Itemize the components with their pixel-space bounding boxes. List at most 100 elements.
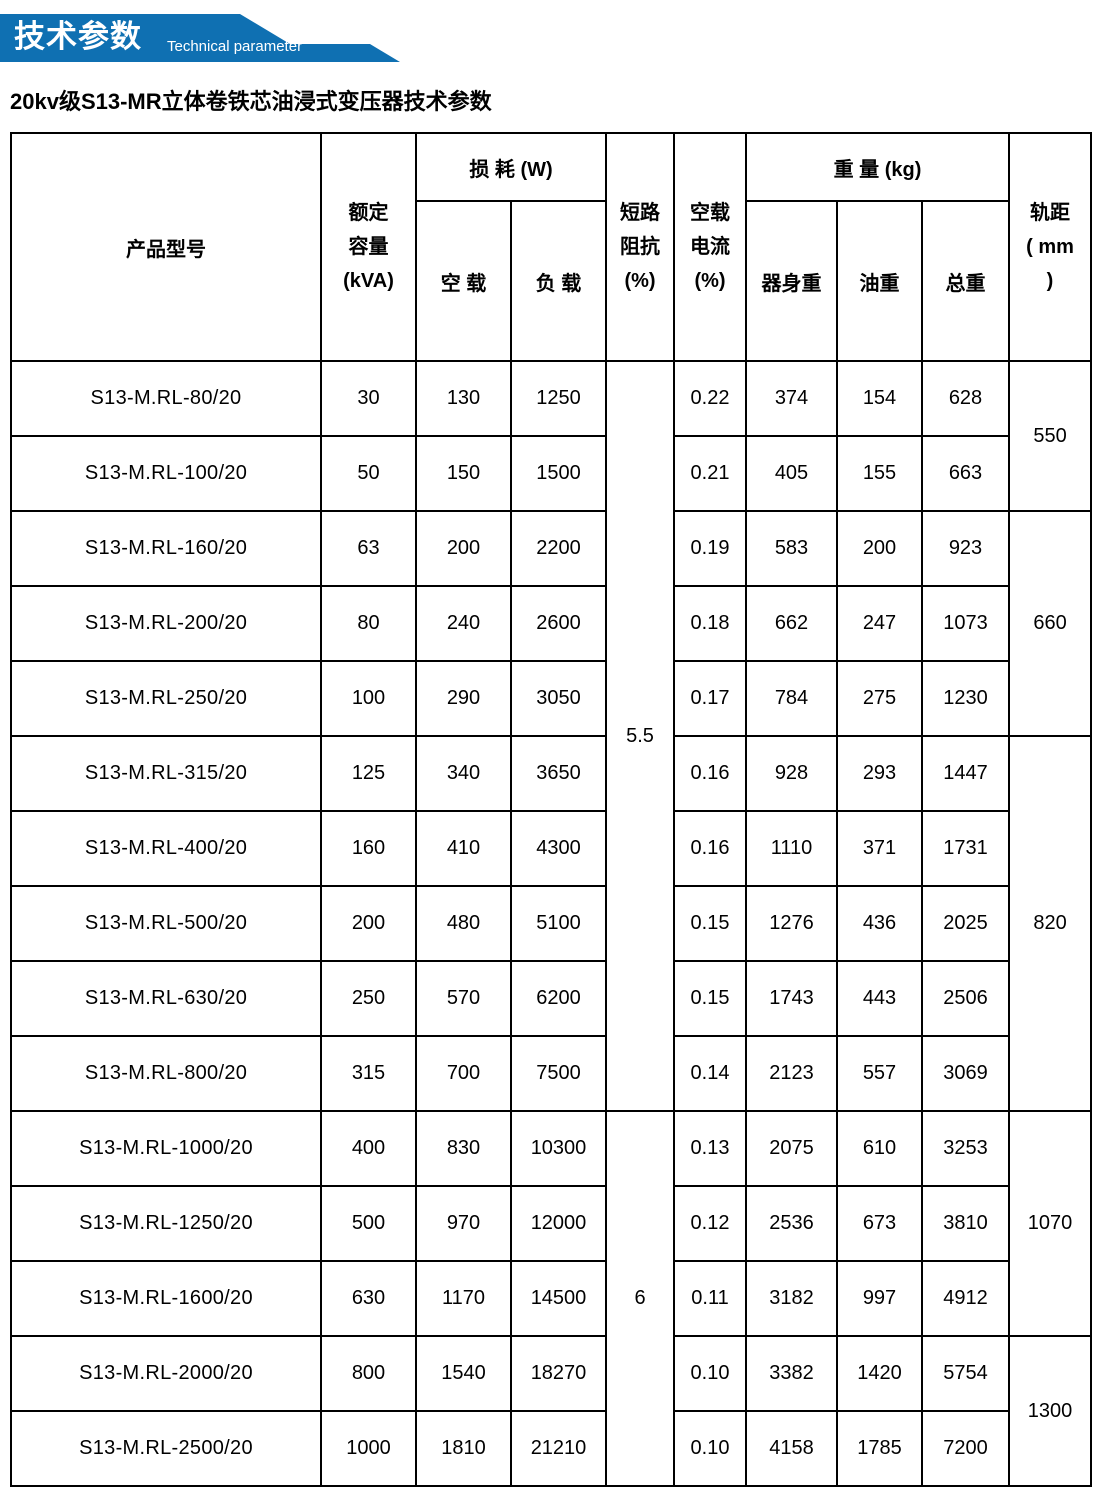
header-product-model: 产品型号 [10,132,322,362]
cell-weight-oil: 997 [836,1260,923,1337]
cell-weight-total: 3253 [920,1110,1011,1187]
header-no-load-current-line3: (%) [694,270,726,292]
table-row: S13-M.RL-1600/20 630 1170 14500 0.11 3182 997 4… [10,1260,1091,1337]
cell-weight-total: 628 [920,360,1011,437]
cell-rated-capacity: 400 [320,1110,417,1187]
cell-impedance-group: 5.5 [605,360,675,1112]
cell-rated-capacity: 50 [320,435,417,512]
table-header: 产品型号 额定 容量 (kVA) 损 耗 (W) 短路 阻抗 (%) [10,132,1093,362]
header-row-1: 产品型号 额定 容量 (kVA) 损 耗 (W) 短路 阻抗 (%) [10,132,1093,362]
cell-product-model: S13-M.RL-1250/20 [10,1185,322,1262]
cell-weight-oil: 155 [836,435,923,512]
cell-no-load-current: 0.19 [673,510,747,587]
cell-gauge-group: 660 [1008,510,1093,737]
table-row: S13-M.RL-2000/20 800 1540 18270 0.10 3382 1420… [10,1335,1093,1487]
table-row: S13-M.RL-400/20 160 410 4300 0.16 1110 371 1731 [10,810,1091,887]
cell-gauge-group: 820 [1008,735,1093,1112]
header-impedance-line1: 短路 [620,202,660,224]
cell-product-model: S13-M.RL-100/20 [10,435,322,512]
cell-product-model: S13-M.RL-630/20 [10,960,322,1037]
cell-weight-oil: 371 [836,810,923,887]
cell-weight-oil: 200 [836,510,923,587]
cell-loss-load: 7500 [510,1035,607,1112]
header-rated-capacity-line1: 额定 [348,202,389,224]
header-loss-no-load: 空 载 [415,200,512,362]
cell-weight-body: 583 [745,510,838,587]
cell-no-load-current: 0.17 [673,660,747,737]
cell-product-model: S13-M.RL-315/20 [10,735,322,812]
cell-weight-body: 3182 [745,1260,838,1337]
cell-weight-total: 4912 [920,1260,1011,1337]
cell-rated-capacity: 63 [320,510,417,587]
cell-weight-total: 663 [920,435,1011,512]
cell-weight-body: 928 [745,735,838,812]
cell-product-model: S13-M.RL-1600/20 [10,1260,322,1337]
cell-loss-load: 3650 [510,735,607,812]
cell-loss-load: 6200 [510,960,607,1037]
cell-weight-oil: 436 [836,885,923,962]
cell-gauge-group: 1300 [1008,1335,1093,1487]
cell-loss-load: 3050 [510,660,607,737]
cell-weight-oil: 610 [836,1110,923,1187]
header-no-load-current-line1: 空载 [690,202,730,224]
cell-weight-oil: 247 [836,585,923,662]
cell-loss-load: 2200 [510,510,607,587]
cell-product-model: S13-M.RL-2500/20 [10,1410,322,1487]
cell-rated-capacity: 125 [320,735,417,812]
cell-no-load-current: 0.13 [673,1110,747,1187]
cell-impedance-group: 6 [605,1110,675,1487]
cell-no-load-current: 0.10 [673,1410,747,1487]
spec-table-container: 产品型号 额定 容量 (kVA) 损 耗 (W) 短路 阻抗 (%) [10,132,1093,1487]
cell-no-load-current: 0.11 [673,1260,747,1337]
cell-weight-oil: 1785 [836,1410,923,1487]
cell-weight-body: 2075 [745,1110,838,1187]
page-title: 20kv级S13-MR立体卷铁芯油浸式变压器技术参数 [10,89,492,114]
cell-loss-no-load: 570 [415,960,512,1037]
cell-loss-load: 21210 [510,1410,607,1487]
cell-loss-no-load: 240 [415,585,512,662]
cell-no-load-current: 0.16 [673,810,747,887]
cell-no-load-current: 0.15 [673,885,747,962]
header-no-load-current-line2: 电流 [690,236,730,258]
cell-weight-body: 374 [745,360,838,437]
cell-weight-total: 1731 [920,810,1011,887]
cell-product-model: S13-M.RL-800/20 [10,1035,322,1112]
header-gauge: 轨距 ( mm ) [1008,132,1093,362]
cell-rated-capacity: 100 [320,660,417,737]
cell-rated-capacity: 800 [320,1335,417,1412]
cell-loss-no-load: 290 [415,660,512,737]
cell-weight-body: 662 [745,585,838,662]
banner-title-en: Technical parameter [167,38,303,55]
cell-weight-body: 784 [745,660,838,737]
cell-loss-load: 1500 [510,435,607,512]
header-row-2: 空 载 负 载 器身重 油重 总重 [11,200,1091,362]
table-row: S13-M.RL-630/20 250 570 6200 0.15 1743 443 2506 [10,960,1091,1037]
cell-product-model: S13-M.RL-400/20 [10,810,322,887]
header-loss-load: 负 载 [510,200,607,362]
cell-weight-oil: 293 [836,735,923,812]
cell-loss-load: 18270 [510,1335,607,1412]
table-row: S13-M.RL-200/20 80 240 2600 0.18 662 247 1073 [10,585,1091,662]
header-rated-capacity-line2: 容量 [348,236,389,258]
cell-weight-total: 2506 [920,960,1011,1037]
cell-rated-capacity: 160 [320,810,417,887]
transformer-spec-table: 产品型号 额定 容量 (kVA) 损 耗 (W) 短路 阻抗 (%) [10,132,1093,1487]
header-gauge-line3: ) [1046,270,1054,292]
header-weight-body: 器身重 [745,200,838,362]
cell-product-model: S13-M.RL-80/20 [10,360,322,437]
cell-weight-total: 3810 [920,1185,1011,1262]
header-gauge-line1: 轨距 [1030,202,1071,224]
table-row: S13-M.RL-315/20 125 340 3650 0.16 928 293 1447 8… [10,735,1093,1112]
cell-rated-capacity: 80 [320,585,417,662]
cell-weight-body: 1743 [745,960,838,1037]
cell-no-load-current: 0.21 [673,435,747,512]
cell-loss-no-load: 1540 [415,1335,512,1412]
cell-no-load-current: 0.18 [673,585,747,662]
cell-loss-load: 5100 [510,885,607,962]
cell-no-load-current: 0.15 [673,960,747,1037]
cell-weight-body: 1110 [745,810,838,887]
cell-loss-no-load: 700 [415,1035,512,1112]
cell-product-model: S13-M.RL-250/20 [10,660,322,737]
cell-loss-no-load: 340 [415,735,512,812]
cell-weight-body: 2536 [745,1185,838,1262]
